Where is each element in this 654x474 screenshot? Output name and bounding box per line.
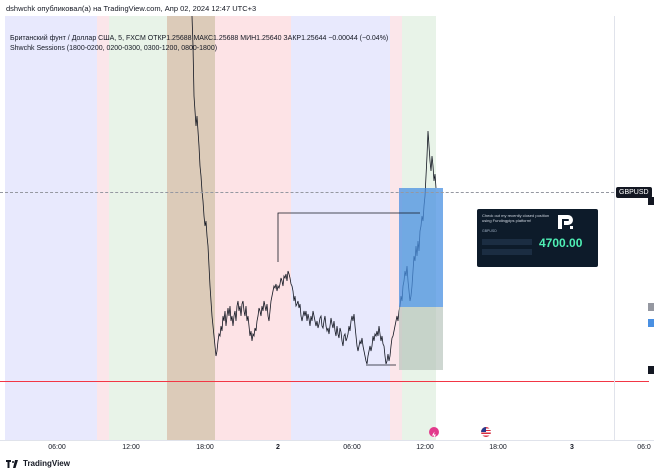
time-tick: 18:00 <box>196 444 214 451</box>
scale-marker <box>648 319 654 327</box>
scale-marker <box>648 366 654 374</box>
session-band <box>109 16 167 440</box>
card-details-row <box>482 239 532 245</box>
time-tick: 18:00 <box>489 444 507 451</box>
session-band <box>97 16 109 440</box>
time-tick: 3 <box>570 444 574 451</box>
fundingpips-logo-icon <box>558 215 573 229</box>
stop-zone[interactable] <box>399 307 443 370</box>
session-band <box>5 16 97 440</box>
symbol-legend: Британский фунт / Доллар США, 5, FXCM ОТ… <box>10 35 389 42</box>
indicator-legend: Shwchk Sessions (1800-0200, 0200-0300, 0… <box>10 45 218 52</box>
entry-connector <box>277 212 420 262</box>
flash-event-icon[interactable] <box>429 427 439 439</box>
horizontal-level-line[interactable] <box>0 381 649 382</box>
time-tick: 12:00 <box>122 444 140 451</box>
time-tick: 12:00 <box>416 444 434 451</box>
trade-connectors <box>277 212 420 366</box>
card-title: Check out my recently closed position us… <box>482 213 550 223</box>
time-axis[interactable] <box>0 440 654 457</box>
scale-marker <box>648 303 654 311</box>
symbol-price-label: GBPUSD <box>616 187 652 198</box>
card-profit-value: 4700.00 <box>539 236 583 250</box>
card-details-row <box>482 249 532 255</box>
trade-result-card: Check out my recently closed position us… <box>477 209 598 267</box>
tradingview-logo-icon <box>6 459 18 468</box>
profit-zone[interactable] <box>399 188 443 307</box>
time-tick: 06:0 <box>637 444 651 451</box>
current-price-line <box>0 192 614 193</box>
us-flag-event-icon[interactable] <box>481 427 491 437</box>
footer-brand: TradingView <box>6 459 70 468</box>
tradingview-brand-text: TradingView <box>23 459 70 468</box>
time-tick: 2 <box>276 444 280 451</box>
price-series <box>191 16 437 365</box>
card-pair: GBPUSD <box>482 229 497 233</box>
scale-marker <box>648 197 654 205</box>
price-line <box>191 16 437 365</box>
session-band <box>291 16 390 440</box>
time-tick: 06:00 <box>48 444 66 451</box>
publish-info: dshwchk опубликовал(а) на TradingView.co… <box>6 4 257 13</box>
time-tick: 06:00 <box>343 444 361 451</box>
session-band <box>167 16 215 440</box>
price-scale[interactable] <box>614 16 654 440</box>
chart-plot-area[interactable]: Британский фунт / Доллар США, 5, FXCM ОТ… <box>0 16 614 440</box>
